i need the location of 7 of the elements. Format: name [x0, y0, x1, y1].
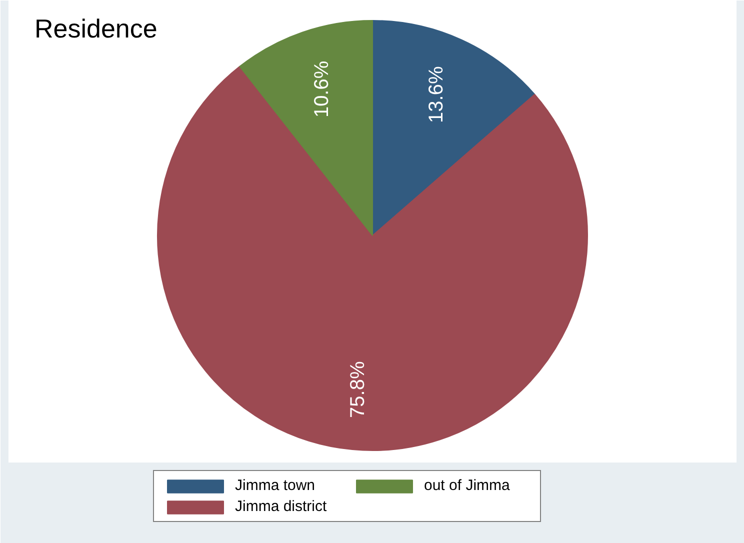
- chart-title: Residence: [34, 14, 158, 44]
- legend-label: Jimma district: [235, 498, 328, 515]
- legend-label: Jimma town: [235, 477, 316, 494]
- legend-label: out of Jimma: [424, 477, 511, 494]
- data-label: 13.6%: [426, 66, 448, 123]
- data-label: 75.8%: [346, 361, 369, 418]
- data-label: 10.6%: [310, 60, 333, 118]
